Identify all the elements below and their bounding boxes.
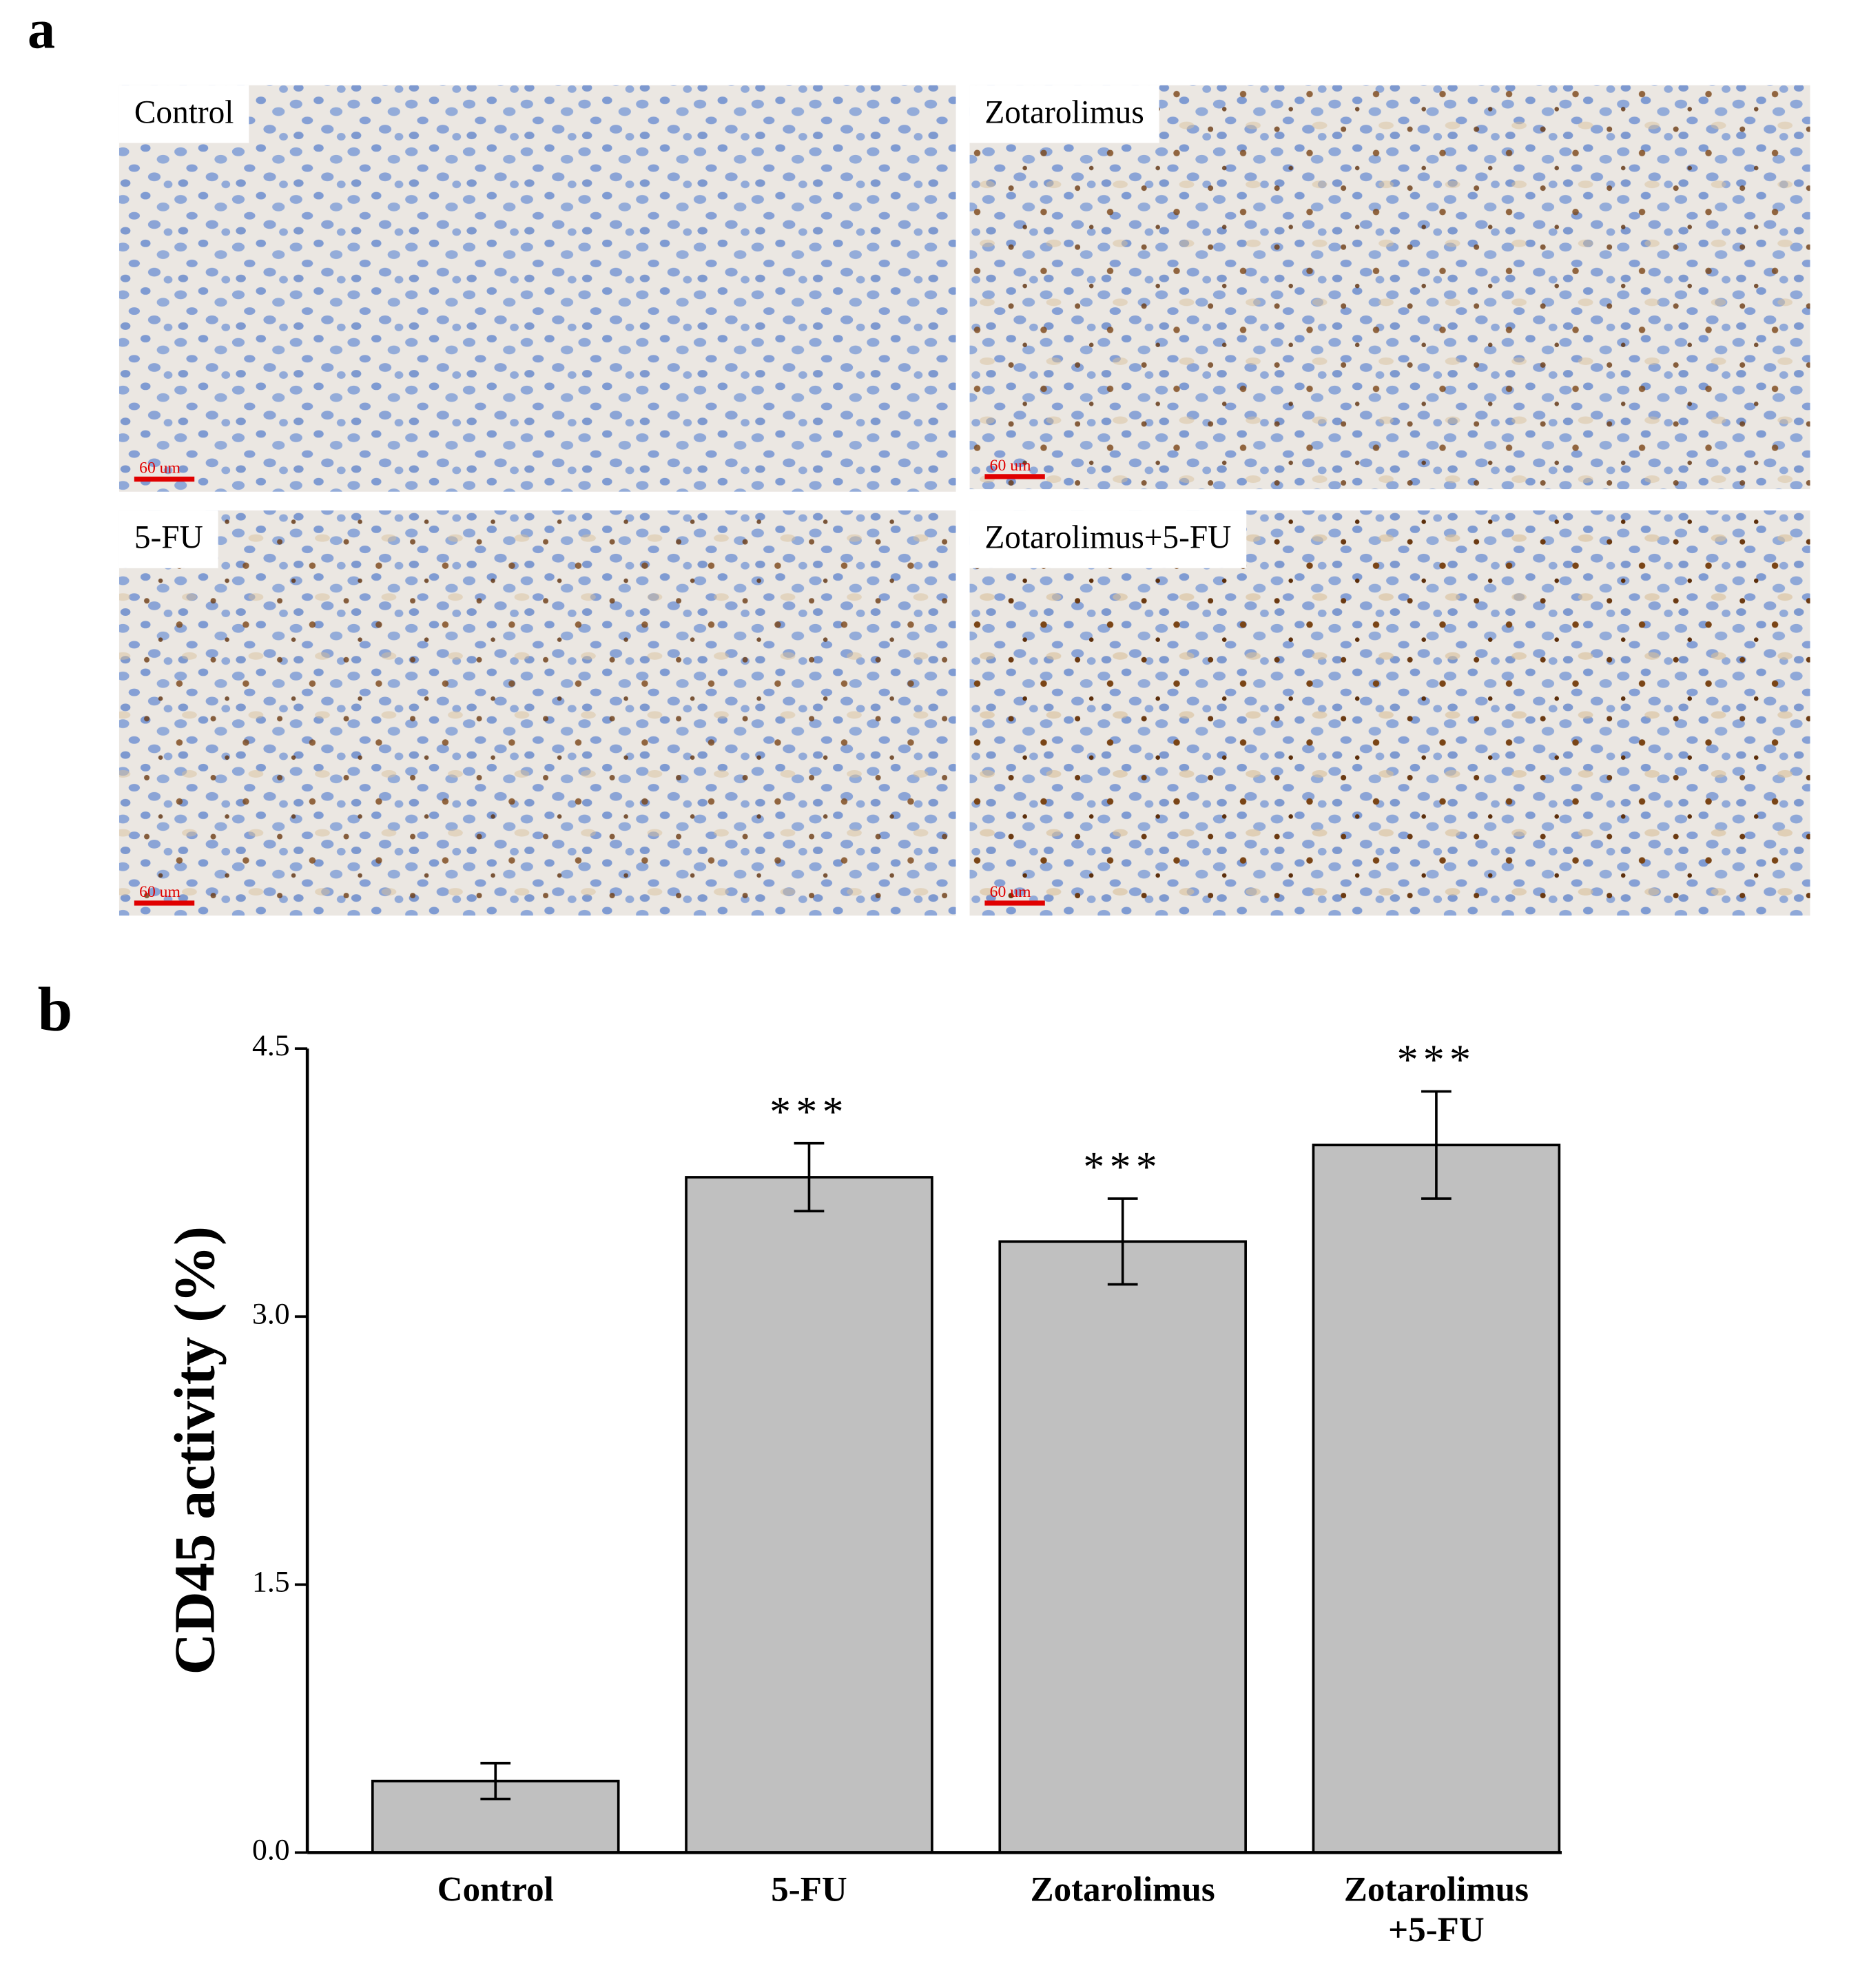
y-tick-label: 1.5 bbox=[252, 1565, 290, 1598]
micrograph bbox=[118, 85, 956, 492]
x-tick-label: Zotarolimus bbox=[1031, 1870, 1215, 1909]
y-tick-label: 3.0 bbox=[252, 1297, 290, 1330]
panel-label: b bbox=[38, 975, 73, 1044]
bar bbox=[685, 1176, 933, 1854]
y-tick-label: 0.0 bbox=[252, 1833, 290, 1866]
significance-label: *** bbox=[769, 1088, 849, 1135]
bar bbox=[998, 1240, 1247, 1854]
label-background bbox=[969, 85, 1159, 143]
image-label: 5-FU bbox=[134, 520, 203, 556]
significance-label: *** bbox=[1083, 1143, 1162, 1190]
image-label: Control bbox=[134, 94, 234, 130]
chart: 0.0 1.5 3.0 4.5 CD45 activity (%) Control *** 5… bbox=[163, 1029, 1562, 1949]
label-background bbox=[969, 510, 1247, 568]
y-axis-title: CD45 activity (%) bbox=[163, 1226, 227, 1675]
x-tick-label: Zotarolimus +5-FU bbox=[1344, 1870, 1529, 1949]
panel-label: a bbox=[28, 0, 55, 60]
y-tick-label: 4.5 bbox=[252, 1029, 290, 1062]
significance-label: *** bbox=[1397, 1037, 1476, 1084]
scale-bar-label: 60 um bbox=[139, 459, 180, 477]
scale-bar-label: 60 um bbox=[990, 457, 1031, 475]
image-label: Zotarolimus+5-FU bbox=[984, 520, 1231, 556]
bar bbox=[1312, 1143, 1561, 1854]
scale-bar-label: 60 um bbox=[990, 883, 1031, 901]
label-background bbox=[118, 85, 249, 143]
x-tick-label: 5-FU bbox=[771, 1870, 847, 1909]
label-background bbox=[118, 510, 218, 568]
image-grid: Control 60 um Zotarolimus 60 um 5-FU 60 um Zot… bbox=[118, 85, 1810, 916]
x-tick-label: Control bbox=[437, 1870, 554, 1909]
scale-bar-label: 60 um bbox=[139, 883, 180, 901]
image-label: Zotarolimus bbox=[984, 94, 1144, 130]
stain-overlay bbox=[969, 510, 1810, 916]
stain-overlay bbox=[969, 85, 1810, 490]
stain-overlay bbox=[118, 510, 956, 916]
